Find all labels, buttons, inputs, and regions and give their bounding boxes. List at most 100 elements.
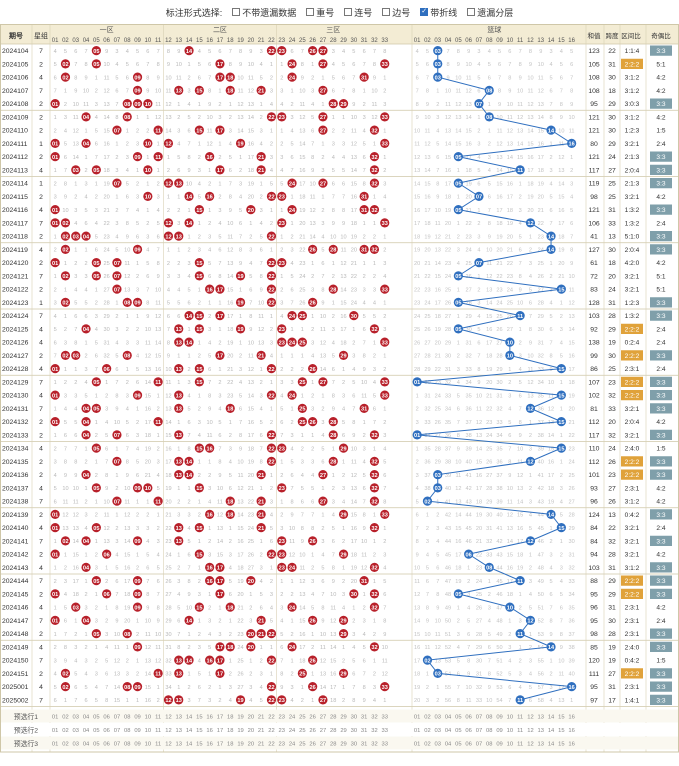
odd-even-badge [650, 178, 672, 189]
omission-value: 17 [73, 579, 79, 585]
red-ball [235, 324, 246, 334]
sum-cell: 121 [588, 128, 600, 135]
red-ball-number: 15 [196, 208, 202, 214]
red-ball [380, 59, 390, 69]
omission-value: 9 [519, 433, 522, 439]
omission-value: 2 [136, 672, 139, 678]
omission-value: 21 [445, 234, 451, 240]
omission-value: 4 [260, 407, 263, 413]
omission-value: 2 [290, 420, 293, 426]
red-ball [91, 46, 101, 56]
omission-value: 15 [517, 513, 523, 519]
omission-value: 4 [426, 552, 429, 558]
omission-value: 14 [114, 685, 120, 691]
omission-value: 17 [237, 552, 243, 558]
period-cell: 2024109 [2, 114, 29, 121]
omission-value: 3 [373, 685, 376, 691]
red-ball-number: 27 [320, 62, 326, 68]
omission-value: 3 [477, 301, 480, 307]
omission-value: 6 [64, 155, 67, 161]
omission-value: 26 [486, 460, 492, 466]
omission-value: 5 [529, 526, 532, 532]
omission-value: 3 [549, 552, 552, 558]
omission-value: 20 [486, 380, 492, 386]
omission-value: 2 [332, 314, 335, 320]
omission-value: 8 [218, 274, 221, 280]
option-no-omission[interactable]: 不带遗漏数据 [232, 6, 296, 19]
omission-value: 11 [238, 89, 244, 95]
omission-value: 17 [466, 155, 472, 161]
omission-value: 18 [227, 327, 233, 333]
red-ball [369, 496, 380, 506]
omission-value: 1 [260, 102, 263, 108]
red-ball-number: 19 [237, 698, 243, 704]
omission-value: 5 [342, 168, 345, 174]
omission-value: 25 [476, 592, 482, 598]
omission-value: 6 [249, 287, 252, 293]
red-ball-number: 04 [83, 619, 90, 625]
omission-value: 13 [124, 287, 130, 293]
red-ball-number: 31 [361, 579, 367, 585]
omission-value: 7 [560, 619, 563, 625]
omission-value: 7 [126, 208, 129, 214]
omission-value: 1 [488, 128, 491, 134]
group-cell: 7 [39, 220, 43, 227]
option-omission-layer[interactable]: 遗漏分层 [467, 6, 513, 19]
omission-value: 9 [426, 102, 429, 108]
red-ball-number: 13 [176, 367, 182, 373]
red-axis-label: 20 [248, 38, 255, 44]
omission-value: 2 [363, 234, 366, 240]
period-cell: 2024146 [2, 605, 29, 612]
omission-value: 11 [558, 672, 564, 678]
option-consecutive[interactable]: 连号 [344, 6, 372, 19]
group-cell: 7 [39, 499, 43, 506]
omission-value: 2 [249, 234, 252, 240]
red-axis-label: 29 [340, 38, 347, 44]
omission-value: 3 [373, 287, 376, 293]
omission-value: 10 [320, 632, 326, 638]
omission-value: 17 [165, 460, 171, 466]
red-ball [225, 85, 235, 95]
odd-even-cell: 3:3 [656, 644, 665, 651]
option-polyline[interactable]: 带折线 [420, 6, 457, 19]
omission-value: 10 [310, 181, 316, 187]
odd-even-cell: 2:4 [656, 366, 665, 373]
omission-value: 7 [64, 632, 67, 638]
omission-value: 10 [361, 539, 367, 545]
omission-value: 3 [383, 181, 386, 187]
odd-even-badge [650, 297, 672, 308]
period-cell: 2024142 [2, 552, 29, 559]
zone-ratio-cell: 1:2:3 [625, 300, 640, 307]
omission-value: 16 [237, 539, 243, 545]
omission-value: 4 [198, 181, 201, 187]
omission-value: 2 [270, 327, 273, 333]
omission-value: 12 [569, 301, 575, 307]
red-ball-number: 33 [382, 380, 388, 386]
red-ball-number: 09 [134, 102, 140, 108]
option-repeat[interactable]: 重号 [306, 6, 334, 19]
omission-value: 5 [126, 62, 129, 68]
omission-value: 12 [124, 513, 130, 519]
omission-value: 1 [208, 592, 211, 598]
omission-value: 2 [280, 592, 283, 598]
omission-value: 11 [299, 102, 305, 108]
omission-value: 9 [84, 75, 87, 81]
omission-value: 11 [425, 128, 431, 134]
omission-value: 17 [248, 433, 254, 439]
option-edge[interactable]: 边号 [382, 6, 410, 19]
red-ball [194, 483, 204, 493]
red-ball [266, 456, 277, 466]
omission-value: 1 [260, 645, 263, 651]
omission-value: 31 [496, 393, 502, 399]
sum-cell: 108 [588, 88, 600, 95]
odd-even-cell: 4:2 [656, 260, 665, 267]
odd-even-cell: 3:3 [656, 353, 665, 360]
omission-value: 2 [301, 367, 304, 373]
omission-value: 46 [538, 539, 544, 545]
omission-value: 3 [383, 433, 386, 439]
omission-value: 6 [560, 75, 563, 81]
omission-value: 2 [146, 128, 149, 134]
preselect-blue-number: 04 [445, 714, 452, 720]
omission-value: 7 [342, 89, 345, 95]
omission-value: 2 [157, 181, 160, 187]
